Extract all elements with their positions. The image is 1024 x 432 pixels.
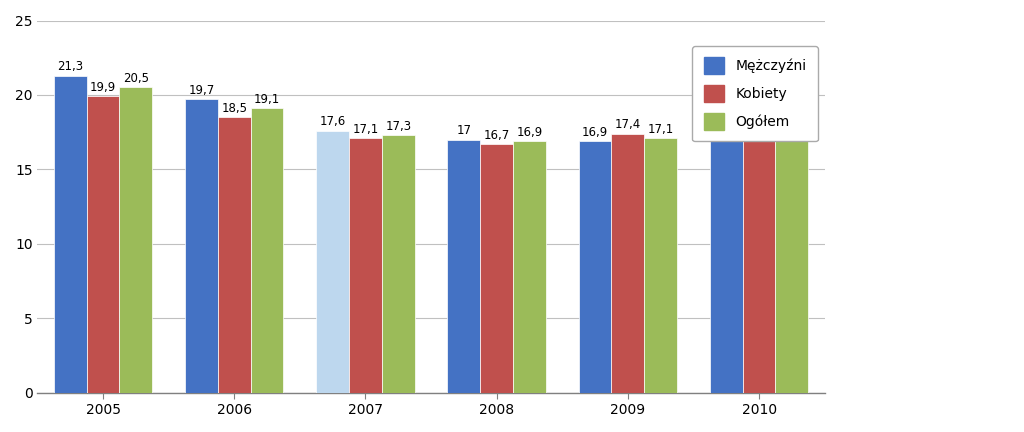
Text: 17,6: 17,6 [319,115,346,128]
Text: 17,4: 17,4 [713,118,739,131]
Text: 17,4: 17,4 [614,118,641,131]
Text: 16,7: 16,7 [483,129,510,142]
Text: 19,1: 19,1 [254,93,281,106]
Bar [644,138,677,393]
Bar [611,133,644,393]
Text: 17,6: 17,6 [779,115,805,128]
Text: 21,3: 21,3 [57,60,83,73]
Text: 18,5: 18,5 [221,102,247,115]
Text: 16,9: 16,9 [582,126,608,139]
Text: 17,1: 17,1 [647,123,674,136]
Bar [120,87,153,393]
Bar [447,140,480,393]
Bar [218,117,251,393]
Bar [382,135,415,393]
Bar [742,129,775,393]
Text: 16,9: 16,9 [516,126,543,139]
Bar [579,141,611,393]
Bar [54,76,87,393]
Text: 17: 17 [457,124,471,137]
Bar [251,108,284,393]
Bar [710,133,742,393]
Bar [185,99,218,393]
Bar [349,138,382,393]
Bar [480,144,513,393]
Text: 19,9: 19,9 [90,81,116,94]
Text: 20,5: 20,5 [123,72,148,85]
Text: 17,3: 17,3 [385,120,412,133]
Text: 17,1: 17,1 [352,123,379,136]
Legend: Mężczyźni, Kobiety, Ogółem: Mężczyźni, Kobiety, Ogółem [692,46,818,141]
Bar [775,130,808,393]
Bar [87,96,120,393]
Text: 19,7: 19,7 [188,84,215,97]
Bar [316,130,349,393]
Bar [513,141,546,393]
Text: 17,7: 17,7 [745,114,772,127]
